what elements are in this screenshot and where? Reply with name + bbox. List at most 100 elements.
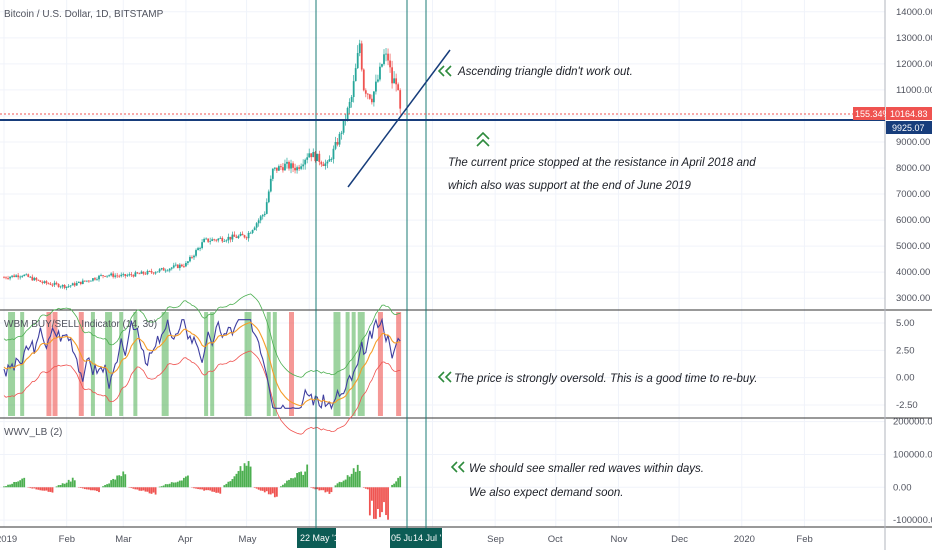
candle-body	[271, 168, 274, 179]
histogram-bar	[328, 487, 331, 494]
histogram-bar	[136, 487, 139, 490]
candle-body	[370, 98, 373, 103]
annotation-resistance-2: which also was support at the end of Jun…	[448, 180, 692, 192]
candle-body	[27, 274, 30, 277]
candle-body	[223, 241, 226, 242]
y-tick-label: 14000.00	[896, 7, 932, 18]
price-panel-title: Bitcoin / U.S. Dollar, 1D, BITSTAMP	[4, 9, 164, 20]
histogram-bar	[57, 485, 60, 488]
candle-body	[385, 53, 387, 55]
candle-body	[375, 81, 377, 92]
candle-body	[120, 274, 123, 277]
candle-body	[362, 69, 365, 91]
candle-body	[9, 276, 11, 279]
histogram-bar	[170, 482, 173, 488]
histogram-bar	[94, 487, 96, 491]
histogram-bar	[49, 487, 52, 492]
candle-body	[227, 236, 230, 241]
histogram-bar	[209, 487, 212, 491]
histogram-bar	[132, 487, 135, 489]
candle-body	[231, 234, 234, 240]
histogram-bar	[385, 487, 387, 516]
candle-body	[334, 142, 337, 149]
candle-body	[338, 133, 341, 145]
candle-body	[55, 282, 58, 284]
candle-body	[213, 239, 216, 241]
candle-body	[140, 271, 143, 274]
histogram-bar	[201, 487, 203, 490]
candle-body	[267, 191, 270, 203]
candle-body	[379, 66, 381, 80]
histogram-bar	[243, 463, 246, 488]
candle-body	[225, 240, 228, 242]
histogram-bar	[290, 478, 292, 488]
candle-body	[302, 164, 305, 167]
candle-body	[288, 161, 290, 169]
histogram-bar	[259, 487, 262, 491]
histogram-bar	[174, 482, 177, 488]
histogram-bar	[263, 487, 266, 493]
histogram-bar	[354, 471, 357, 488]
plot-area[interactable]	[0, 0, 885, 528]
histogram-bar	[116, 475, 119, 488]
histogram-bar	[13, 481, 16, 488]
buy-zone	[333, 312, 341, 416]
candle-body	[211, 239, 214, 241]
histogram-bar	[87, 487, 90, 490]
buy-zone	[133, 312, 138, 416]
candle-body	[300, 166, 303, 169]
histogram-bar	[7, 484, 9, 488]
svg-text:9925.07: 9925.07	[892, 123, 925, 133]
candle-body	[25, 274, 28, 276]
histogram-bar	[302, 474, 305, 488]
histogram-bar	[239, 466, 242, 488]
histogram-bar	[275, 487, 278, 497]
x-tick-label: Dec	[671, 534, 688, 545]
histogram-bar	[284, 483, 286, 488]
histogram-bar	[300, 471, 303, 488]
histogram-bar	[160, 486, 163, 488]
candle-body	[290, 163, 292, 169]
histogram-bar	[79, 487, 82, 488]
histogram-bar	[112, 478, 115, 488]
histogram-bar	[213, 487, 216, 492]
candle-body	[372, 91, 375, 103]
histogram-bar	[207, 487, 210, 491]
histogram-bar	[368, 487, 371, 516]
histogram-bar	[334, 485, 337, 488]
candle-body	[185, 263, 187, 267]
candle-body	[166, 270, 169, 272]
histogram-bar	[391, 484, 393, 488]
candle-body	[275, 167, 278, 171]
candle-body	[277, 166, 280, 171]
candle-body	[273, 167, 276, 169]
candle-body	[15, 275, 18, 277]
histogram-bar	[370, 487, 373, 501]
trend-line[interactable]	[347, 49, 451, 188]
candle-body	[35, 277, 38, 280]
candle-body	[174, 264, 177, 266]
histogram-bar	[219, 487, 222, 494]
candle-body	[83, 280, 86, 282]
candle-body	[162, 268, 165, 271]
candle-body	[368, 94, 371, 99]
histogram-bar	[31, 487, 34, 489]
candle-body	[346, 107, 349, 120]
y-tick-label: 13000.00	[896, 33, 932, 44]
histogram-bar	[215, 487, 218, 493]
y-tick-label: 7000.00	[896, 189, 930, 200]
histogram-bar	[120, 476, 123, 488]
sell-zone	[46, 312, 52, 416]
candle-body	[249, 232, 252, 234]
candle-body	[356, 53, 359, 69]
histogram-bar	[9, 484, 11, 488]
histogram-bar	[282, 484, 284, 488]
histogram-bar	[114, 479, 117, 488]
candle-body	[11, 275, 13, 277]
histogram-panel-title: WWV_LB (2)	[4, 427, 62, 438]
candle-body	[377, 79, 379, 82]
histogram-bar	[294, 477, 296, 488]
price-scale[interactable]	[885, 0, 932, 528]
candle-body	[150, 271, 153, 273]
